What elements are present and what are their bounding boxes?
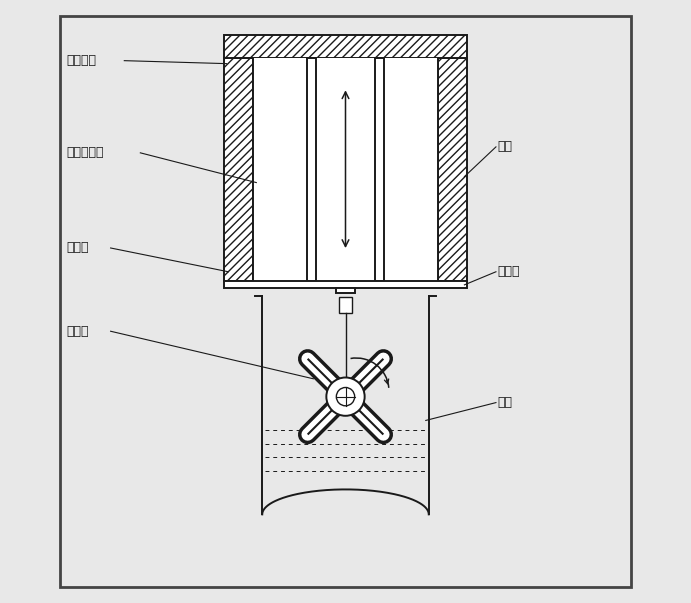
Text: 搅拌器: 搅拌器 [66,325,88,338]
Text: 磨料: 磨料 [497,396,512,409]
Text: 冲锤导轨: 冲锤导轨 [66,54,96,67]
Text: 上试样: 上试样 [497,265,520,278]
Bar [336,288,355,292]
Text: 下试样: 下试样 [66,241,88,254]
Bar [224,35,467,58]
Circle shape [326,377,365,416]
Bar [224,58,254,280]
Text: 试样夹持座: 试样夹持座 [66,147,104,159]
Bar [307,58,316,280]
Bar [60,16,631,587]
Bar [437,58,467,280]
Bar [254,58,437,280]
Bar [339,297,352,314]
Bar [375,58,384,280]
Bar [224,280,467,288]
Text: 冲锤: 冲锤 [497,140,512,153]
Circle shape [337,388,354,406]
